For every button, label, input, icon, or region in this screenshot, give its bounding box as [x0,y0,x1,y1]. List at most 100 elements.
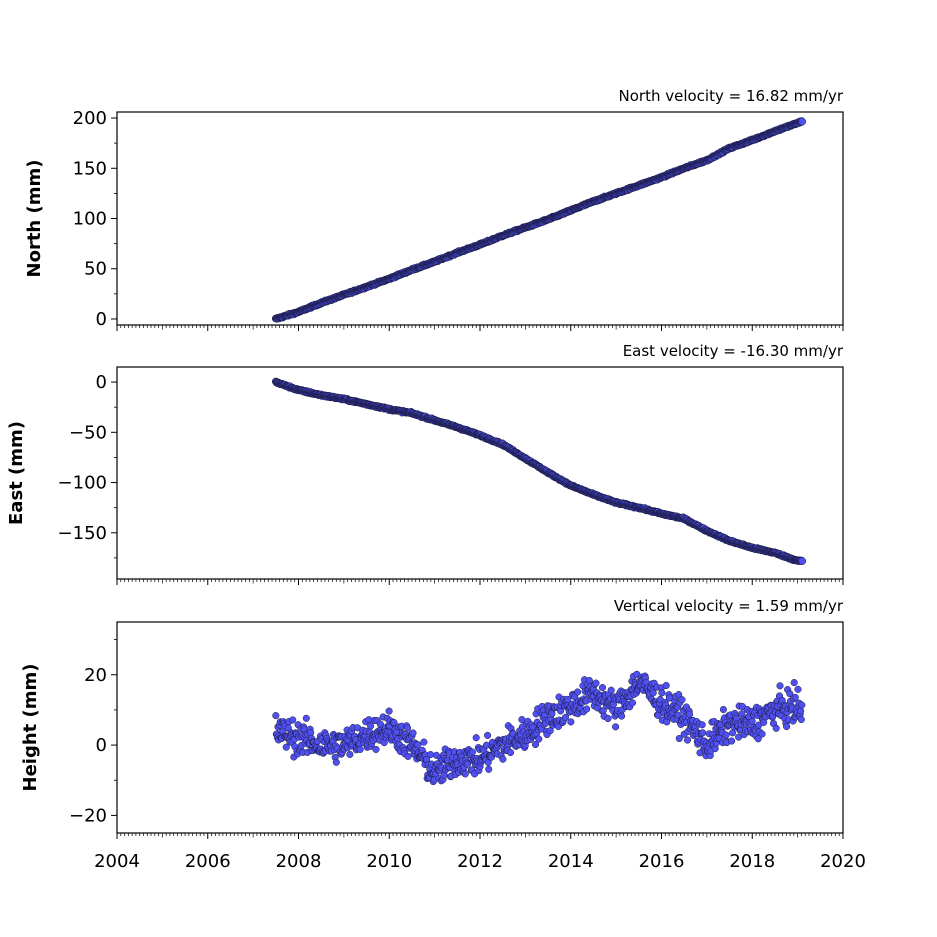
data-point [409,729,417,737]
data-point [675,734,683,743]
data-point [662,681,670,690]
y-axis-label-height: Height (mm) [20,664,41,792]
y-tick-label: 50 [84,259,107,280]
data-point [675,691,683,699]
data-point [683,736,692,744]
data-point [719,705,727,714]
data-point [414,741,422,749]
data-point [404,724,412,732]
data-point [728,737,736,745]
panel-title-height: Vertical velocity = 1.59 mm/yr [614,597,844,615]
data-point [772,724,780,732]
data-point [791,693,799,701]
x-ticks-east [116,579,844,585]
x-tick-label: 2006 [185,851,231,872]
data-point [463,760,472,768]
data-point [698,721,706,729]
x-ticks-north [116,325,844,331]
data-point [485,765,493,773]
data-point [404,752,412,760]
x-tick-label: 2018 [729,851,775,872]
x-tick-label: 2012 [457,851,503,872]
y-tick-label: 20 [84,665,107,686]
y-axis-label-east: East (mm) [6,421,27,525]
y-tick-label: 100 [73,209,107,230]
x-tick-label: 2020 [820,851,866,872]
data-point [346,750,354,758]
data-point [499,755,507,763]
x-tick-label: 2008 [276,851,322,872]
y-ticks-height: 20 0 −20 [69,639,117,826]
data-point [506,748,515,757]
data-point [272,712,280,720]
data-point [604,714,612,723]
y-tick-label: 200 [73,108,107,129]
x-ticks-height: 2004 2006 2008 2010 2012 2014 2016 2018 2020 [94,833,866,872]
data-point [776,682,784,690]
y-tick-label: −50 [69,422,107,443]
data-point [535,735,543,743]
data-point [649,689,657,697]
y-tick-label: −100 [58,473,107,494]
y-tick-label: 0 [96,372,107,393]
data-point [420,738,428,746]
data-point [548,710,556,718]
data-point [385,707,393,715]
data-point [282,743,290,751]
data-point [567,718,575,726]
data-point [628,699,637,707]
data-point [798,557,807,565]
data-point [356,745,364,753]
panel-east: East velocity = -16.30 mm/yr East (mm) 0 −5… [6,342,844,585]
data-point [583,705,591,713]
data-point [531,740,540,749]
data-point [678,696,686,704]
scatter-points-height [272,670,806,786]
data-point [332,758,340,766]
y-axis-label-north: North (mm) [24,160,45,278]
data-point [748,717,756,725]
data-point [372,745,380,753]
data-point [461,770,469,778]
scatter-points-east [271,377,807,565]
y-ticks-east: 0 −50 −100 −150 [58,372,117,559]
data-point [484,731,492,739]
scatter-points-north [271,117,807,323]
x-tick-label: 2016 [639,851,685,872]
y-ticks-north: 0 50 100 150 200 [73,108,117,330]
data-point [783,723,791,731]
panel-title-north: North velocity = 16.82 mm/yr [619,87,844,105]
data-point [786,690,794,698]
plot-frame-east [116,366,844,580]
data-point [797,715,805,724]
data-point [598,684,607,692]
y-tick-label: −20 [69,805,107,826]
y-tick-label: −150 [58,523,107,544]
data-point [699,729,707,737]
x-tick-label: 2010 [366,851,412,872]
data-point [729,729,737,737]
data-point [607,686,615,694]
panels: North velocity = 16.82 mm/yr North (mm) 0 5… [6,87,866,872]
data-point [798,117,807,126]
data-point [798,701,806,709]
data-point [592,679,600,687]
data-point [468,748,476,756]
panel-title-east: East velocity = -16.30 mm/yr [623,342,844,360]
data-point [758,730,766,738]
data-point [686,710,694,718]
y-tick-label: 150 [73,158,107,179]
data-point [546,727,554,735]
data-point [561,713,570,721]
data-point [302,714,310,722]
data-point [289,716,297,724]
y-tick-label: 0 [96,735,107,756]
data-point [573,688,582,696]
data-point [754,735,762,743]
panel-north: North velocity = 16.82 mm/yr North (mm) 0 5… [24,87,844,331]
data-point [472,734,480,742]
data-point [722,731,730,739]
y-tick-label: 0 [96,309,107,330]
data-point [367,722,375,730]
